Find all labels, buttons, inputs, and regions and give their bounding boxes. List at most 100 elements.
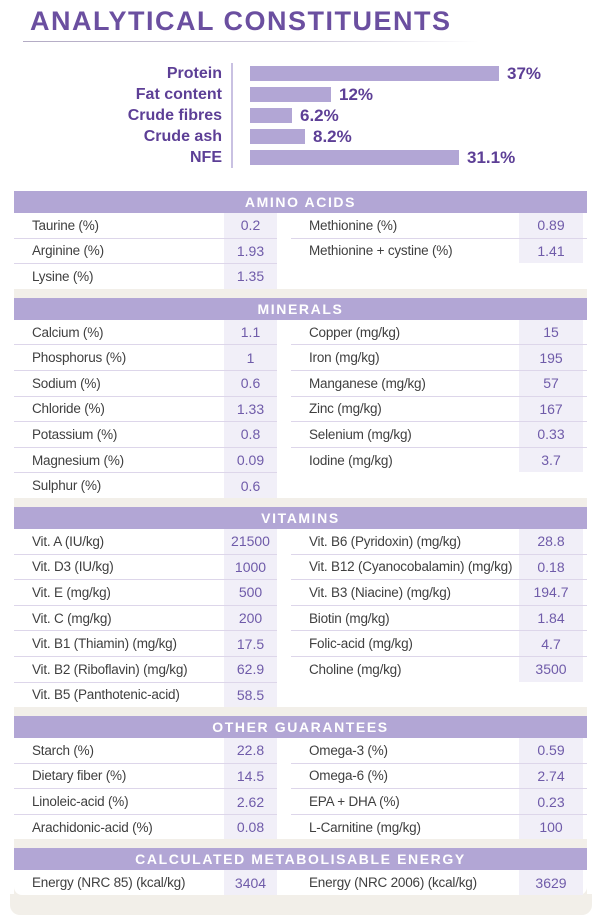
row-value: 4.7: [519, 631, 583, 656]
row-value: 200: [224, 605, 277, 631]
row-value: 2.62: [224, 789, 277, 814]
row-value: 28.8: [519, 528, 583, 554]
row-value: 500: [224, 580, 277, 605]
table-row: Choline (mg/kg) 3500: [291, 655, 587, 682]
section-columns: Vit. A (IU/kg) 21500 Vit. D3 (IU/kg) 1000 Vi…: [14, 528, 587, 708]
chart-category-label: Protein: [166, 64, 222, 82]
panel-bottom-edge: [10, 894, 592, 915]
chart-category-label: Crude fibres: [127, 106, 222, 124]
row-label: Phosphorus (%): [32, 350, 126, 366]
row-label: Methionine + cystine (%): [309, 243, 453, 259]
chart-bar-area: 31.1%: [231, 147, 601, 168]
table-row: Energy (NRC 85) (kcal/kg) 3404: [14, 870, 277, 896]
row-label: L-Carnitine (mg/kg): [309, 819, 421, 835]
row-label: Vit. A (IU/kg): [32, 533, 104, 549]
row-value: 0.33: [519, 422, 583, 447]
column-left: Taurine (%) 0.2 Arginine (%) 1.93 Lysine (%)…: [14, 213, 277, 289]
column-gap: [277, 213, 291, 289]
table-row: Manganese (mg/kg) 57: [291, 369, 587, 396]
row-label: Lysine (%): [32, 268, 94, 284]
section-header: CALCULATED METABOLISABLE ENERGY: [14, 848, 587, 871]
row-label: Copper (mg/kg): [309, 324, 400, 340]
column-gap: [277, 528, 291, 708]
table-row: Vit. B12 (Cyanocobalamin) (mg/kg) 0.18: [291, 553, 587, 580]
row-value: 0.89: [519, 213, 583, 238]
chart-row: NFE 31.1%: [30, 147, 601, 168]
section-columns: Starch (%) 22.8 Dietary fiber (%) 14.5 Linol…: [14, 738, 587, 840]
table-row: Vit. B2 (Riboflavin) (mg/kg) 62.9: [14, 655, 277, 682]
row-label: Sodium (%): [32, 375, 101, 391]
chart-category-label: NFE: [190, 148, 222, 166]
column-right: Energy (NRC 2006) (kcal/kg) 3629: [291, 870, 587, 896]
row-value: 0.6: [224, 370, 277, 396]
column-gap: [277, 738, 291, 840]
table-row: Chloride (%) 1.33: [14, 395, 277, 422]
title-underline: [23, 41, 503, 42]
chart-category-label: Crude ash: [143, 127, 222, 145]
section-columns: Energy (NRC 85) (kcal/kg) 3404 Energy (NRC…: [14, 870, 587, 896]
row-label: Iron (mg/kg): [309, 350, 380, 366]
row-label: Linoleic-acid (%): [32, 794, 129, 810]
row-value: 0.18: [519, 554, 583, 580]
table-row: Iron (mg/kg) 195: [291, 344, 587, 370]
chart-bar: [250, 87, 331, 102]
table-row: Vit. B6 (Pyridoxin) (mg/kg) 28.8: [291, 528, 587, 554]
section-header: OTHER GUARANTEES: [14, 716, 587, 739]
row-value: 3500: [519, 656, 583, 682]
row-label: Energy (NRC 2006) (kcal/kg): [309, 875, 477, 891]
chart-value-label: 12%: [339, 84, 374, 104]
table-row: Starch (%) 22.8: [14, 738, 277, 763]
chart-value-label: 6.2%: [300, 105, 339, 125]
row-value: 195: [519, 345, 583, 370]
table-row: Omega-3 (%) 0.59: [291, 738, 587, 763]
chart-value-label: 37%: [507, 63, 542, 83]
table-row: Linoleic-acid (%) 2.62: [14, 788, 277, 814]
chart-bar-area: 37%: [231, 63, 601, 84]
row-value: 57: [519, 370, 583, 396]
chart-row: Crude fibres 6.2%: [30, 105, 601, 126]
row-label: Omega-3 (%): [309, 742, 388, 758]
row-value: 1.33: [224, 396, 277, 422]
table-row: Lysine (%) 1.35: [14, 263, 277, 289]
row-value: 14.5: [224, 763, 277, 789]
row-value: 62.9: [224, 656, 277, 682]
column-left: Energy (NRC 85) (kcal/kg) 3404: [14, 870, 277, 896]
row-value: 0.8: [224, 422, 277, 447]
row-label: Sulphur (%): [32, 478, 102, 494]
row-value: 1: [224, 345, 277, 370]
row-value: 0.59: [519, 738, 583, 763]
table-row: Methionine + cystine (%) 1.41: [291, 237, 587, 264]
row-value: 0.09: [224, 447, 277, 473]
column-left: Calcium (%) 1.1 Phosphorus (%) 1 Sodium (%) 0…: [14, 319, 277, 498]
row-value: 0.6: [224, 473, 277, 498]
row-label: Vit. B12 (Cyanocobalamin) (mg/kg): [309, 559, 513, 575]
row-label: Zinc (mg/kg): [309, 401, 382, 417]
table-row: Vit. B3 (Niacine) (mg/kg) 194.7: [291, 579, 587, 605]
row-value: 2.74: [519, 763, 583, 789]
table-row: Folic-acid (mg/kg) 4.7: [291, 630, 587, 656]
row-label: Taurine (%): [32, 217, 99, 233]
row-value: 17.5: [224, 631, 277, 656]
row-label: Energy (NRC 85) (kcal/kg): [32, 875, 186, 891]
chart-bar-area: 6.2%: [231, 105, 601, 126]
row-value: 1000: [224, 554, 277, 580]
table-row: Taurine (%) 0.2: [14, 213, 277, 238]
row-label: Vit. D3 (IU/kg): [32, 559, 114, 575]
chart-row: Fat content 12%: [30, 84, 601, 105]
nutrition-tables-panel: AMINO ACIDS Taurine (%) 0.2 Arginine (%) 1.9…: [14, 191, 587, 896]
column-right: Vit. B6 (Pyridoxin) (mg/kg) 28.8 Vit. B12 …: [291, 528, 587, 708]
row-label: Vit. B6 (Pyridoxin) (mg/kg): [309, 533, 461, 549]
table-row: Vit. C (mg/kg) 200: [14, 604, 277, 631]
row-label: Vit. E (mg/kg): [32, 584, 111, 600]
table-row: Energy (NRC 2006) (kcal/kg) 3629: [291, 870, 587, 896]
row-label: Manganese (mg/kg): [309, 375, 426, 391]
section-columns: Taurine (%) 0.2 Arginine (%) 1.93 Lysine (%)…: [14, 213, 587, 289]
section-header: VITAMINS: [14, 506, 587, 529]
chart-category-label: Fat content: [135, 85, 222, 103]
row-label: Vit. B1 (Thiamin) (mg/kg): [32, 636, 177, 652]
row-label: Arachidonic-acid (%): [32, 819, 153, 835]
row-label: Magnesium (%): [32, 452, 124, 468]
chart-value-label: 8.2%: [313, 126, 352, 146]
table-row: Vit. A (IU/kg) 21500: [14, 528, 277, 554]
row-label: Starch (%): [32, 742, 94, 758]
